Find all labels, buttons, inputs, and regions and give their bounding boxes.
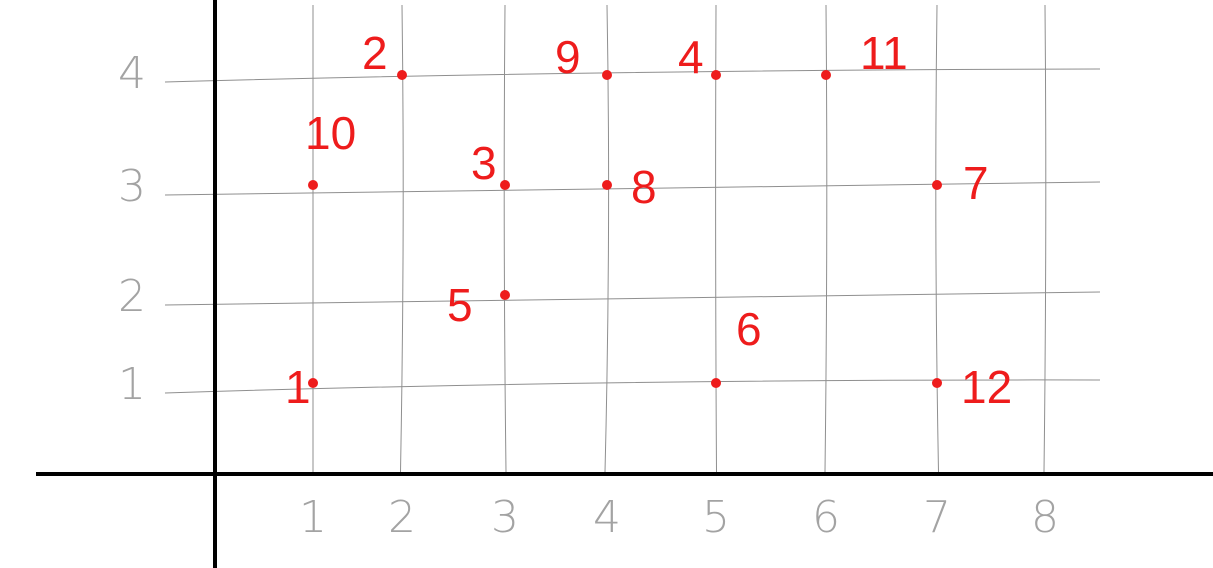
- point-7: [932, 180, 942, 190]
- point-label-3: 3: [471, 137, 497, 189]
- y-tick-2: 2: [118, 271, 146, 322]
- x-tick-1: 1: [299, 492, 327, 543]
- x-tick-4: 4: [593, 492, 621, 543]
- point-label-9: 9: [555, 31, 581, 83]
- point-label-7: 7: [963, 157, 989, 209]
- point-label-4: 4: [678, 31, 704, 83]
- point-8: [602, 180, 612, 190]
- grid-horizontal-2: [164, 291, 1101, 306]
- grid-vertical-3: [503, 4, 507, 473]
- point-label-5: 5: [447, 279, 473, 331]
- y-tick-3: 3: [118, 161, 146, 212]
- grid-vertical-8: [1043, 4, 1047, 473]
- grid-horizontal-1: [164, 379, 1101, 394]
- grid-vertical-6: [824, 4, 828, 473]
- grid-vertical-2: [400, 4, 404, 473]
- grid-vertical-7: [935, 4, 939, 473]
- point-2: [397, 70, 407, 80]
- point-label-8: 8: [631, 161, 657, 213]
- y-tick-1: 1: [118, 359, 146, 410]
- point-label-11: 11: [860, 27, 908, 79]
- point-10: [308, 180, 318, 190]
- point-label-10: 10: [305, 107, 356, 159]
- x-tick-6: 6: [812, 492, 840, 543]
- point-label-2: 2: [362, 27, 388, 79]
- x-tick-labels: 1 2 3 4 5 6 7 8: [299, 492, 1059, 543]
- grid-vertical-4: [604, 4, 610, 473]
- point-12: [932, 378, 942, 388]
- point-11: [821, 70, 831, 80]
- x-tick-5: 5: [702, 492, 730, 543]
- point-label-1: 1: [285, 361, 311, 413]
- y-tick-labels: 1 2 3 4: [118, 48, 146, 410]
- x-tick-7: 7: [923, 492, 951, 543]
- grid-vertical-5: [715, 4, 717, 473]
- point-label-6: 6: [736, 303, 762, 355]
- point-4: [711, 70, 721, 80]
- point-5: [500, 290, 510, 300]
- point-1: [308, 378, 318, 388]
- point-6: [711, 378, 721, 388]
- grid: [164, 4, 1101, 473]
- x-tick-2: 2: [388, 492, 416, 543]
- y-tick-4: 4: [118, 48, 146, 99]
- point-3: [500, 180, 510, 190]
- x-tick-8: 8: [1031, 492, 1059, 543]
- point-label-12: 12: [961, 361, 1012, 413]
- grid-horizontal-4: [164, 68, 1101, 83]
- point-9: [602, 70, 612, 80]
- x-tick-3: 3: [491, 492, 519, 543]
